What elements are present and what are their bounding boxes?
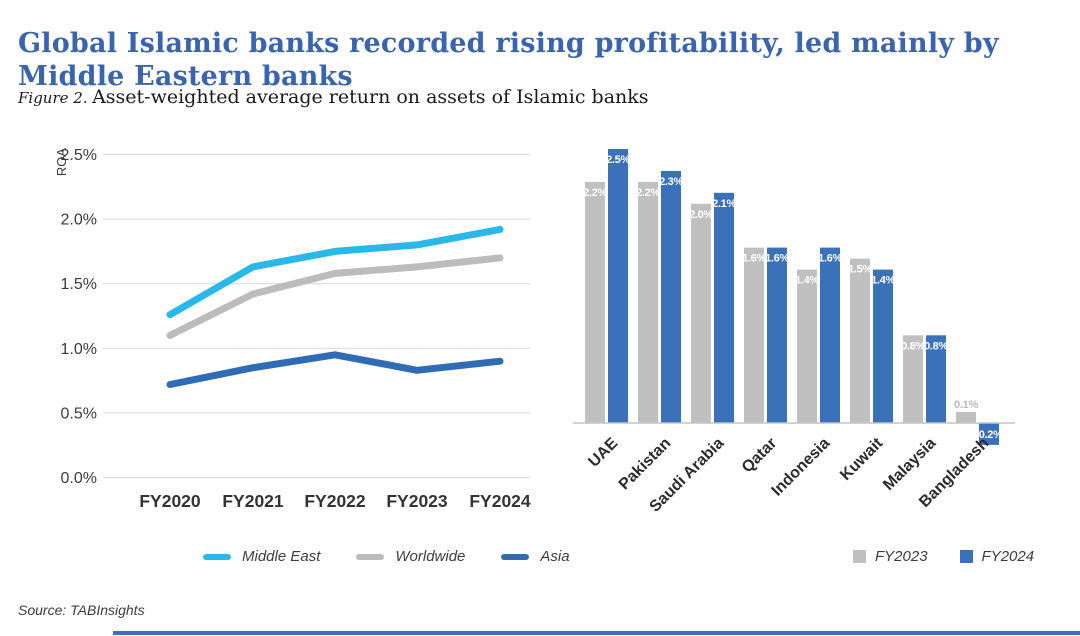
legend-label: Asia	[540, 548, 570, 565]
bar-value-label: 1.6%	[818, 253, 842, 265]
x-tick-label: FY2023	[386, 491, 448, 511]
category-label-indonesia: Indonesia	[768, 435, 833, 500]
legend-item-asia: Asia	[501, 548, 570, 565]
figure-number-label: Figure 2.	[18, 89, 88, 107]
y-tick-label: 1.5%	[61, 276, 97, 293]
x-tick-label: FY2024	[469, 491, 531, 511]
y-tick-label: 2.5%	[61, 147, 97, 164]
bar-fy2024-indonesia	[820, 247, 840, 423]
line-middle-east	[166, 225, 504, 319]
y-tick-label: 1.0%	[61, 341, 97, 358]
legend-label: Middle East	[242, 548, 321, 565]
bar-fy2023-saudi-arabia	[691, 203, 711, 423]
roa-country-bar-chart: 2.2%2.5%UAE2.2%2.3%Pakistan2.0%2.1%Saudi…	[573, 149, 1015, 516]
bar-fy2023-indonesia	[797, 269, 817, 423]
bar-fy2023-malaysia	[903, 335, 923, 423]
x-tick-label: FY2021	[222, 491, 284, 511]
page-title: Global Islamic banks recorded rising pro…	[18, 28, 1018, 94]
legend-label: FY2023	[875, 548, 928, 565]
legend-item-fy2023: FY2023	[853, 548, 928, 565]
bar-value-label: 0.8%	[924, 340, 948, 352]
y-axis-label: ROA	[54, 148, 69, 177]
x-tick-label: FY2022	[304, 491, 366, 511]
legend-label: FY2024	[981, 548, 1035, 565]
bar-value-label: 1.6%	[742, 253, 766, 265]
category-label-kuwait: Kuwait	[837, 434, 887, 484]
legend-swatch-asia	[501, 553, 530, 560]
bar-chart-legend: FY2023 FY2024	[853, 548, 1034, 565]
line-worldwide	[166, 254, 504, 339]
bar-fy2024-saudi-arabia	[714, 192, 734, 423]
bar-value-label: 2.3%	[659, 176, 683, 188]
bar-fy2024-qatar	[767, 247, 787, 423]
bar-value-label: 2.1%	[712, 198, 736, 210]
y-tick-label: 0.0%	[61, 470, 97, 487]
bar-value-label: 2.5%	[606, 154, 630, 166]
bar-value-label: -0.2%	[975, 429, 1003, 441]
legend-item-middle-east: Middle East	[203, 548, 320, 565]
page-title-line2: Middle Eastern banks	[18, 61, 353, 93]
legend-item-fy2024: FY2024	[959, 548, 1035, 565]
y-tick-label: 0.5%	[61, 405, 97, 422]
bar-value-label: 0.1%	[954, 399, 978, 411]
bar-fy2024-kuwait	[873, 269, 893, 423]
y-tick-label: 2.0%	[61, 212, 97, 229]
bar-fy2023-kuwait	[850, 258, 870, 423]
bottom-rule	[113, 631, 1080, 635]
bar-value-label: 2.2%	[583, 187, 607, 199]
legend-swatch-middle-east	[203, 553, 231, 560]
bar-value-label: 2.0%	[689, 209, 713, 221]
legend-item-worldwide: Worldwide	[356, 548, 465, 565]
roa-line-chart: 2.5% 2.0% 1.5% 1.0% 0.5% 0.0% ROA FY2020 FY2021 F…	[54, 147, 531, 511]
bar-value-label: 1.4%	[795, 275, 819, 287]
bar-fy2024-pakistan	[661, 170, 681, 423]
legend-swatch-fy2023	[853, 550, 866, 563]
figure-caption: Figure 2. Asset-weighted average return …	[18, 86, 649, 108]
legend-swatch-fy2024	[959, 550, 973, 563]
page-title-line1: Global Islamic banks recorded rising pro…	[18, 28, 999, 60]
bar-value-label: 1.6%	[765, 253, 789, 265]
legend-label: Worldwide	[395, 548, 466, 565]
source-note: Source: TABInsights	[18, 602, 145, 618]
bar-fy2023-bangladesh	[956, 412, 976, 423]
bar-fy2024-uae	[608, 149, 628, 423]
bar-value-label: 1.5%	[848, 264, 872, 276]
bar-fy2023-qatar	[744, 247, 764, 423]
bar-fy2023-pakistan	[638, 181, 658, 423]
bar-fy2024-malaysia	[926, 335, 946, 423]
legend-swatch-worldwide	[356, 553, 385, 560]
bar-value-label: 2.2%	[636, 187, 660, 199]
bar-value-label: 0.8%	[901, 340, 925, 352]
bar-value-label: 1.4%	[871, 275, 895, 287]
figure-caption-text: Asset-weighted average return on assets …	[92, 86, 649, 108]
category-label-qatar: Qatar	[739, 435, 781, 477]
bar-fy2023-uae	[585, 181, 605, 423]
category-label-uae: UAE	[585, 435, 621, 471]
x-tick-label: FY2020	[139, 491, 201, 511]
line-asia	[166, 351, 504, 388]
line-chart-legend: Middle East Worldwide Asia	[203, 548, 570, 565]
bar-fy2024-bangladesh	[979, 423, 999, 445]
